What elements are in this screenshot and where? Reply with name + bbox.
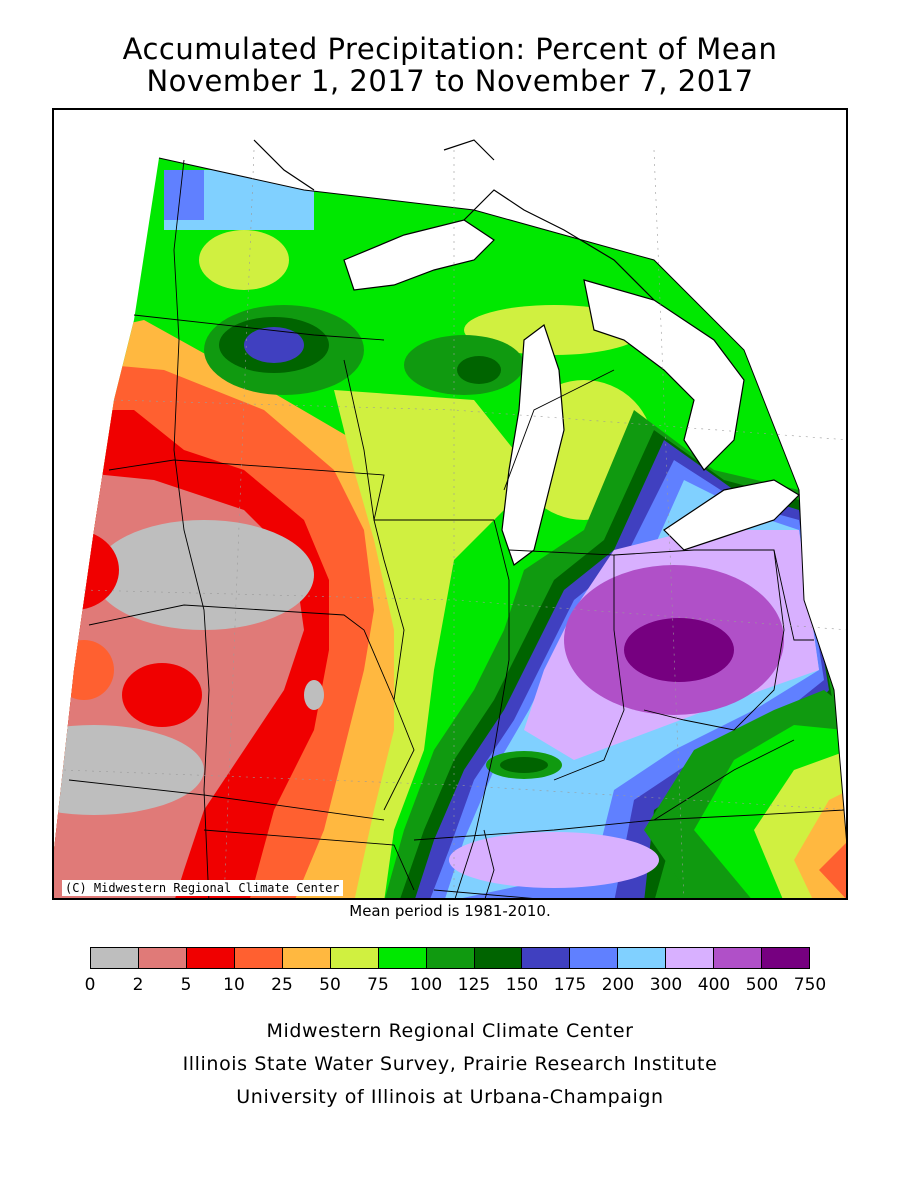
legend-tick-label: 750 [793,975,827,995]
legend-swatch [666,948,715,968]
copyright-label: (C) Midwestern Regional Climate Center [62,880,343,896]
map-title: Accumulated Precipitation: Percent of Me… [122,32,778,66]
domain-outline [158,157,846,841]
legend-tick-label: 125 [457,975,491,995]
legend-swatch [426,948,475,968]
legend-tick-label: 25 [271,975,293,995]
legend-tick-label: 175 [553,975,587,995]
legend-swatch [618,948,667,968]
legend-tick-label: 400 [697,975,731,995]
map-canvas [54,139,846,898]
great-lakes-outlines [253,139,800,566]
legend-swatch [378,948,427,968]
legend-swatch [570,948,619,968]
legend-swatch [138,948,187,968]
legend-swatch [282,948,331,968]
legend-tick-label: 75 [367,975,389,995]
map-date-range: November 1, 2017 to November 7, 2017 [146,64,754,98]
graticule [63,149,846,898]
legend-tick-label: 10 [223,975,245,995]
legend-tick-label: 2 [132,975,144,995]
legend-tick-label: 5 [180,975,192,995]
legend-swatch [762,948,810,968]
precipitation-map: (C) Midwestern Regional Climate Center [52,108,848,900]
legend-swatch [91,948,139,968]
mean-period-note: Mean period is 1981-2010. [349,902,551,920]
legend-swatch [714,948,763,968]
legend-swatch [474,948,523,968]
legend-tick-label: 200 [601,975,635,995]
precipitation-shading [54,158,846,898]
legend-swatch [522,948,571,968]
legend-tick-label: 50 [319,975,341,995]
legend-tick-label: 500 [745,975,779,995]
legend-tick-label: 300 [649,975,683,995]
legend-ticks: 0 2 5 10 25 50 75 100 125 150 175 200 300 400 500 750 [85,975,827,999]
credit-line-1: Midwestern Regional Climate Center [266,1020,634,1042]
legend-swatch [186,948,235,968]
legend-tick-label: 100 [409,975,443,995]
state-boundaries [68,159,845,898]
legend-tick-label: 150 [505,975,539,995]
legend-tick-label: 0 [84,975,96,995]
credit-line-2: Illinois State Water Survey, Prairie Res… [182,1053,718,1075]
legend-swatch [330,948,379,968]
color-legend [90,947,810,969]
credit-line-3: University of Illinois at Urbana-Champai… [236,1086,664,1108]
legend-swatch [234,948,283,968]
